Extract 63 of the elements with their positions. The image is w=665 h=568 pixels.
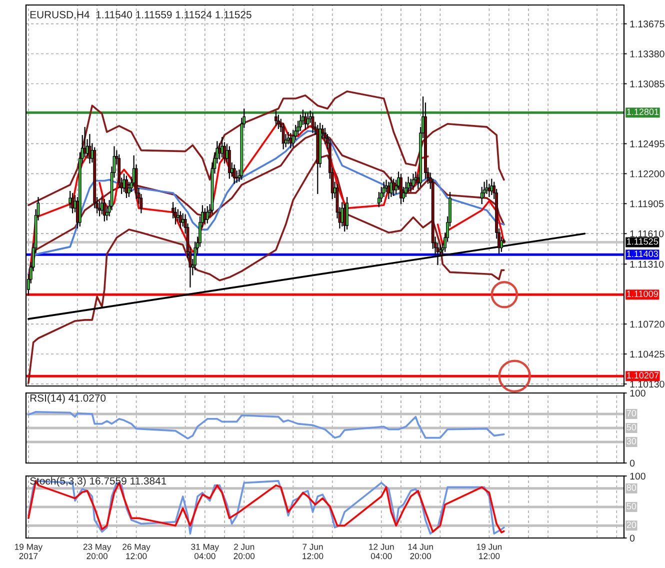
ref-line-label: 80 [626, 484, 636, 491]
ref-line-label: 50 [626, 424, 636, 430]
candlestick [232, 164, 236, 184]
y-tick-label: 1.10425 [630, 350, 664, 358]
candlestick [102, 198, 106, 222]
y-tick-label: 1.11610 [630, 230, 664, 238]
ref-line-label: 1.11403 [627, 250, 658, 258]
y-tick-label: 1.11310 [630, 260, 664, 268]
candlestick [178, 210, 182, 230]
y-tick-label: 1.12495 [630, 140, 664, 148]
candlestick [490, 178, 494, 196]
ref-line-label: 1.11525 [627, 238, 658, 245]
candlestick [228, 146, 231, 180]
candlestick [346, 196, 349, 230]
candlestick [480, 186, 484, 205]
candlestick [125, 175, 128, 199]
candlestick [282, 122, 285, 150]
x-tick-label: 2 Jun 20:00 [234, 544, 255, 560]
candlestick [206, 206, 209, 224]
candlestick [400, 173, 402, 205]
x-tick-label: 23 May 20:00 [83, 544, 112, 560]
x-tick-label: 12 Jun 04:00 [369, 544, 394, 560]
line-series [28, 90, 505, 206]
candlestick [274, 110, 278, 126]
x-tick-label: 14 Jun 20:00 [408, 544, 433, 560]
y-tick-label: 1.13380 [630, 50, 664, 58]
candlestick [390, 176, 393, 198]
candlestick [71, 192, 74, 214]
candlestick [306, 112, 310, 128]
x-tick-label: 7 Jun 12:00 [302, 544, 324, 560]
ref-line-label: 30 [626, 438, 636, 444]
y-tick-label: 100 [630, 390, 646, 397]
line-series [28, 410, 505, 440]
candlestick [289, 132, 292, 149]
ref-line-label: 50 [626, 503, 636, 510]
y-tick-label: 0 [630, 460, 635, 467]
x-tick-label: 19 Jun 12:00 [476, 544, 502, 560]
y-tick-label: 100 [630, 472, 646, 480]
candlestick [485, 179, 488, 195]
ref-line-label: 1.11009 [627, 290, 658, 298]
line-series [28, 154, 505, 384]
ref-line-label: 1.12801 [627, 108, 659, 116]
ref-line-label: 20 [626, 522, 636, 528]
ref-line-label: 70 [626, 410, 636, 416]
chart-title: EURUSD,H4 1.11540 1.11559 1.11524 1.11525 [30, 10, 252, 20]
y-tick-label: 1.10720 [630, 320, 664, 328]
y-tick-label: 1.10130 [630, 380, 664, 388]
candlestick [276, 114, 280, 130]
y-tick-label: 1.11905 [630, 200, 664, 208]
candlestick [292, 129, 295, 148]
y-tick-label: 1.13085 [630, 80, 664, 88]
chart-title: RSI(14) 41.0270 [30, 394, 106, 404]
candlestick [382, 181, 386, 198]
x-tick-label: 31 May 04:00 [191, 544, 220, 560]
candlestick [392, 178, 396, 197]
y-tick-label: 1.13675 [630, 20, 664, 28]
x-tick-label: 19 May 2017 [14, 544, 43, 560]
y-tick-label: 0 [630, 534, 635, 542]
candlestick [377, 191, 380, 208]
candlestick [380, 186, 383, 203]
ref-line-label: 1.10207 [627, 372, 659, 379]
y-tick-label: 1.12200 [630, 170, 664, 178]
x-tick-label: 26 May 12:00 [122, 544, 150, 560]
